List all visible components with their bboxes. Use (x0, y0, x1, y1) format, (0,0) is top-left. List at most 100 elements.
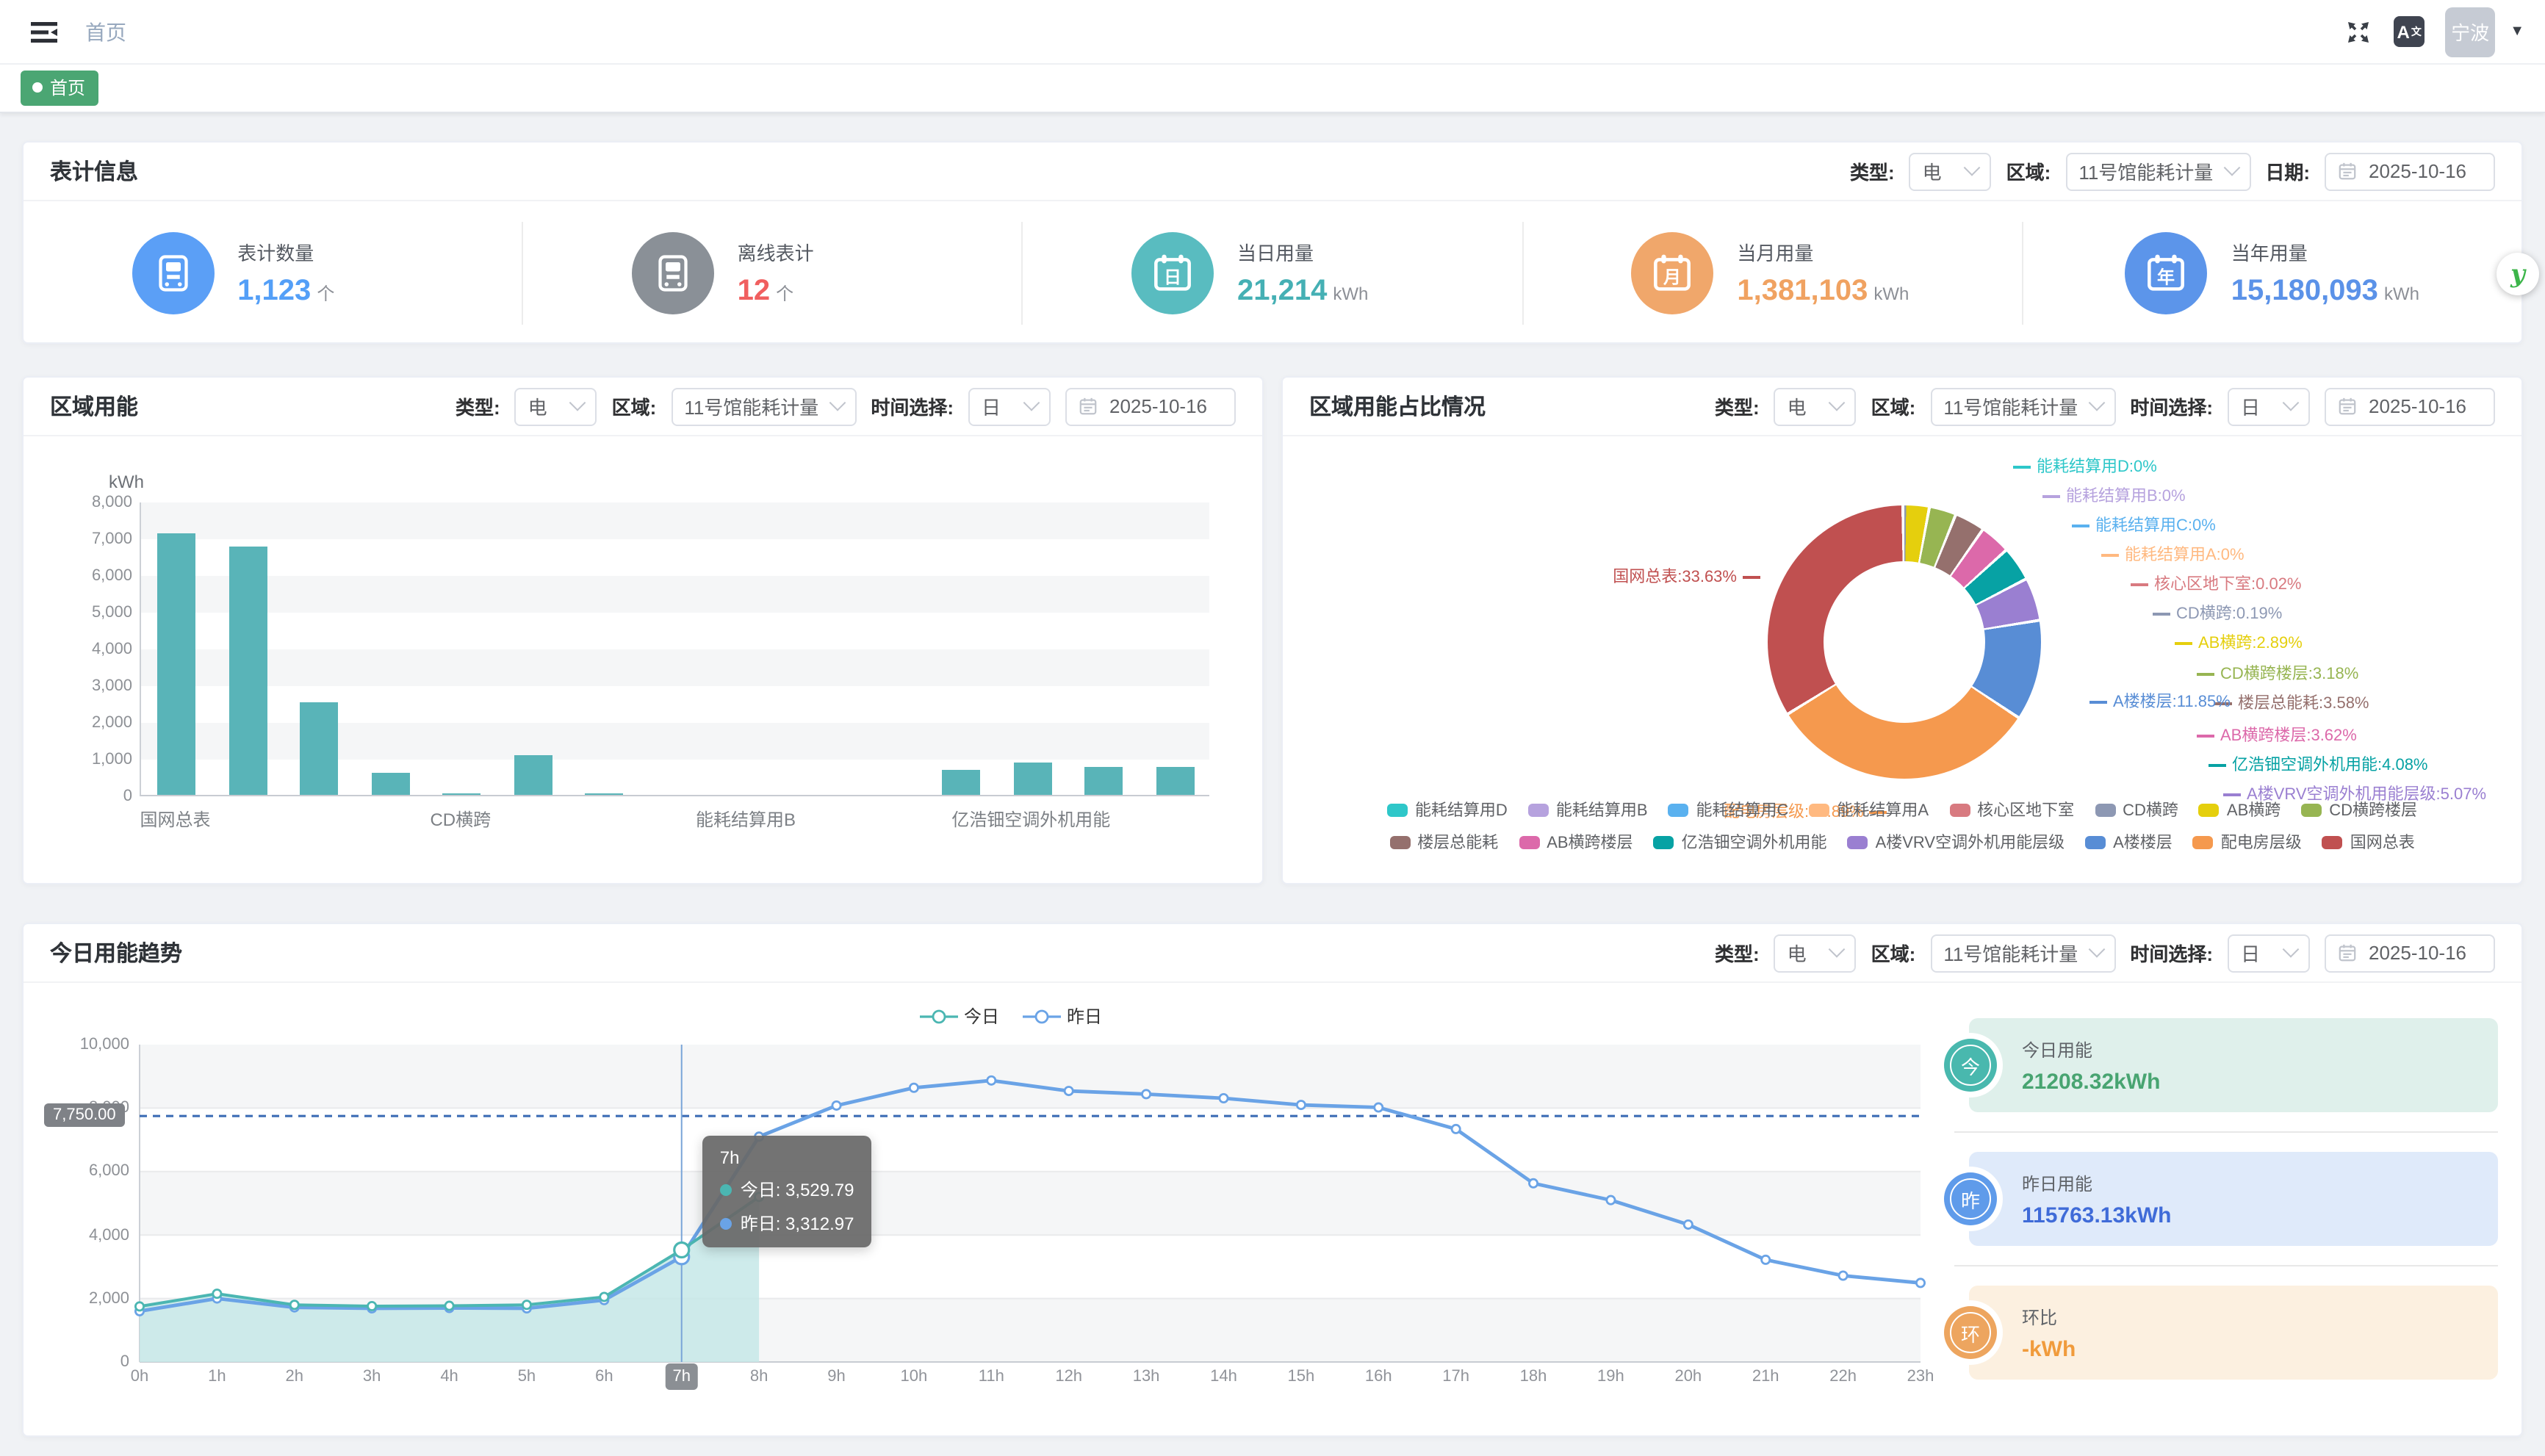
chevron-down-icon (2222, 159, 2240, 176)
svg-text:年: 年 (2158, 266, 2175, 286)
region-energy-bar-chart[interactable]: kWh 0 1,000 2,000 3,000 4,000 5,000 6,000 7,000 8… (24, 436, 1262, 884)
bar-配电房层级 (228, 546, 267, 795)
stat-value: 1,381,103 kWh (1737, 274, 1909, 306)
type-select[interactable]: 电 (1774, 387, 1857, 425)
main-content: 表计信息 类型: 电区域: 11号馆能耗计量 日期: 2025-10-16 表计数量 1,… (0, 113, 2545, 1437)
avatar[interactable]: 宁波 (2445, 7, 2496, 57)
breadcrumb[interactable]: 首页 (85, 20, 126, 43)
legend-item-配电房层级[interactable]: 配电房层级 (2192, 830, 2302, 854)
panel-region-ratio-title: 区域用能占比情况 (1309, 395, 1486, 420)
stat-当月用量: 月 当月用量 1,381,103 kWh (1522, 221, 2021, 324)
tooltip-title: 7h (719, 1147, 740, 1168)
bar-y-tick: 1,000 (91, 751, 132, 768)
region-select[interactable]: 11号馆能耗计量 (671, 387, 857, 425)
card-今日用能: 今 今日用能 21208.32kWh (1944, 1018, 2498, 1112)
date-picker[interactable]: 2025-10-16 (2325, 152, 2495, 190)
panel-region-energy: 区域用能 类型: 电 区域: 11号馆能耗计量 时间选择: 日 2025-10-16 kWh… (22, 376, 1264, 884)
meter-icon (631, 231, 714, 314)
legend-item-A楼楼层[interactable]: A楼楼层 (2085, 830, 2173, 854)
time-granularity-select[interactable]: 日 (2228, 387, 2310, 425)
bar-y-tick: 8,000 (91, 494, 132, 511)
panel-region-energy-title: 区域用能 (50, 395, 139, 420)
date-picker[interactable]: 2025-10-16 (2325, 934, 2495, 972)
region-ratio-donut-chart[interactable]: 能耗结算用D:0% 能耗结算用B:0% 能耗结算用C:0% 能耗结算用A:0% 核心区地… (1283, 436, 2521, 884)
legend-item-CD横跨[interactable]: CD横跨 (2095, 798, 2178, 821)
region-select[interactable]: 11号馆能耗计量 (1930, 934, 2116, 972)
line-x-tick-8h: 8h (749, 1368, 768, 1385)
trend-summary-cards: 今 今日用能 21208.32kWh 昨 昨日用能 115763.13kWh 环 环比 -kWh (1944, 1018, 2498, 1380)
panel-today-trend-title: 今日用能趋势 (50, 942, 183, 967)
chevron-down-icon (2087, 940, 2105, 957)
line-x-tick-9h: 9h (827, 1368, 846, 1385)
card-环比: 环 环比 -kWh (1944, 1286, 2498, 1380)
type-select[interactable]: 电 (514, 387, 597, 425)
type-select[interactable]: 电 (1909, 152, 1992, 190)
legend-item-亿浩钿空调外机用能[interactable]: 亿浩钿空调外机用能 (1653, 830, 1827, 854)
chevron-down-icon (1829, 940, 1846, 957)
sidebar-toggle-icon[interactable] (29, 17, 59, 46)
filter-date-value: 2025-10-16 (2369, 160, 2466, 182)
bar-亿浩钿空调外机用能 (1013, 763, 1052, 795)
card-badge-环: 环 (1944, 1306, 1997, 1359)
bar-CD横跨 (442, 793, 481, 795)
calendar-icon (1079, 397, 1098, 416)
chevron-down-icon (828, 394, 846, 411)
region-select[interactable]: 11号馆能耗计量 (1930, 387, 2116, 425)
legend-item-能耗结算用B[interactable]: 能耗结算用B (1527, 798, 1648, 821)
trend-line-chart[interactable]: 今日昨日02,0004,0006,0008,00010,0007,750.000… (24, 983, 2521, 1437)
meter-stats-row: 表计数量 1,123 个 离线表计 12 个 日 当日用量 21,214 kWh 月 当月用量 1,38… (24, 201, 2521, 344)
line-x-tick-11h: 11h (978, 1368, 1004, 1385)
legend-item-A楼VRV空调外机用能层级[interactable]: A楼VRV空调外机用能层级 (1847, 830, 2065, 854)
stat-表计数量: 表计数量 1,123 个 (24, 221, 522, 324)
time-granularity-select[interactable]: 日 (968, 387, 1051, 425)
line-x-tick-10h: 10h (900, 1368, 928, 1385)
bar-核心区地下室 (585, 793, 624, 795)
legend-item-楼层总能耗[interactable]: 楼层总能耗 (1389, 830, 1498, 854)
chevron-down-icon (2282, 940, 2300, 957)
region-select[interactable]: 11号馆能耗计量 (2065, 152, 2251, 190)
legend-item-能耗结算用A[interactable]: 能耗结算用A (1809, 798, 1929, 821)
line-x-tick-17h: 17h (1442, 1368, 1469, 1385)
bar-CD横跨楼层 (942, 770, 981, 795)
chevron-down-icon (569, 394, 586, 411)
user-menu-caret-icon[interactable]: ▼ (2510, 24, 2524, 40)
trend-legend-昨日[interactable]: 昨日 (1023, 1003, 1102, 1028)
legend-item-国网总表[interactable]: 国网总表 (2322, 830, 2415, 854)
filter-label: 区域: (611, 397, 657, 419)
bar-y-tick: 6,000 (91, 567, 132, 585)
panel-meter-info: 表计信息 类型: 电 区域: 11号馆能耗计量 日期: 2025-10-16 表计数量 1,… (22, 141, 2523, 344)
chevron-down-icon (1023, 394, 1040, 411)
legend-item-AB横跨楼层[interactable]: AB横跨楼层 (1519, 830, 1633, 854)
floating-helper-button[interactable]: y (2497, 253, 2539, 295)
line-x-tick-14h: 14h (1210, 1368, 1237, 1385)
bar-楼层总能耗 (1084, 767, 1123, 795)
region-energy-filters: 类型: 电 区域: 11号馆能耗计量 时间选择: 日 2025-10-16 (456, 387, 1236, 425)
line-x-tick-3h: 3h (362, 1368, 381, 1385)
time-granularity-select[interactable]: 日 (2228, 934, 2310, 972)
tag-home[interactable]: 首页 (21, 71, 99, 106)
donut-label-亿浩钿空调外机用能: 亿浩钿空调外机用能:4.08% (2203, 752, 2428, 776)
date-picker[interactable]: 2025-10-16 (2325, 387, 2495, 425)
filter-value: 11号馆能耗计量 (684, 397, 819, 419)
fullscreen-icon[interactable] (2344, 17, 2373, 46)
donut-label-能耗结算用D: 能耗结算用D:0% (2007, 454, 2157, 477)
filter-value: 日 (2241, 397, 2261, 419)
type-select[interactable]: 电 (1774, 934, 1857, 972)
legend-item-能耗结算用D[interactable]: 能耗结算用D (1386, 798, 1508, 821)
legend-item-AB横跨[interactable]: AB横跨 (2198, 798, 2281, 821)
legend-item-CD横跨楼层[interactable]: CD横跨楼层 (2301, 798, 2417, 821)
legend-item-核心区地下室[interactable]: 核心区地下室 (1949, 798, 2074, 821)
card-badge-今: 今 (1944, 1039, 1997, 1092)
line-y-tick: 6,000 (88, 1162, 129, 1181)
donut-hole (1824, 561, 1985, 723)
trend-body: 今日昨日02,0004,0006,0008,00010,0007,750.000… (24, 983, 2521, 1437)
filter-value: 电 (1787, 397, 1807, 419)
donut-label-A楼楼层: A楼楼层:11.85% (2084, 689, 2231, 713)
date-picker[interactable]: 2025-10-16 (1065, 387, 1236, 425)
line-x-tick-4h: 4h (440, 1368, 458, 1385)
bar-plot-area (140, 502, 1209, 796)
line-x-tick-16h: 16h (1364, 1368, 1392, 1385)
trend-legend-今日[interactable]: 今日 (920, 1003, 999, 1028)
legend-item-能耗结算用C[interactable]: 能耗结算用C (1668, 798, 1788, 821)
